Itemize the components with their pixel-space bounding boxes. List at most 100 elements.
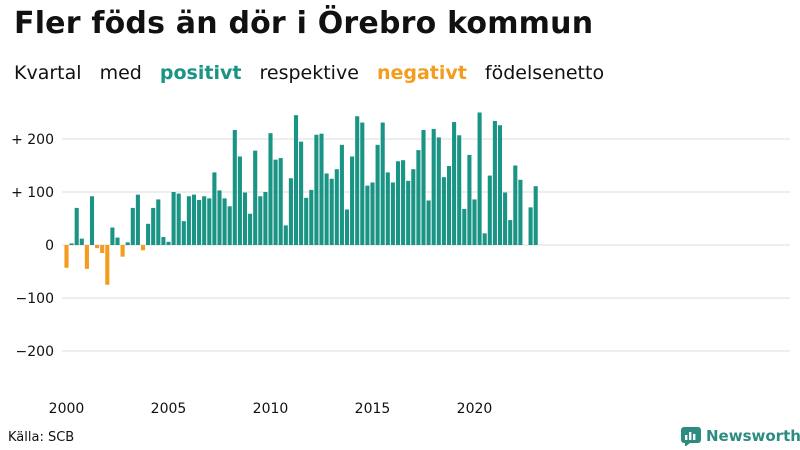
bar <box>79 238 84 245</box>
subtitle-word: med <box>99 62 142 84</box>
bar <box>197 199 202 245</box>
x-tick-label: 2015 <box>355 401 391 417</box>
bar <box>314 134 319 245</box>
bar <box>166 241 171 245</box>
bar <box>467 154 472 245</box>
bar <box>212 172 217 245</box>
bar <box>487 175 492 245</box>
x-tick-label: 2000 <box>49 401 85 417</box>
bar <box>263 192 268 245</box>
y-tick-label: −200 <box>16 344 54 360</box>
y-tick-label: + 100 <box>11 185 54 201</box>
bar <box>186 196 191 245</box>
bar <box>421 129 426 245</box>
bar <box>84 245 89 269</box>
bar <box>309 189 314 245</box>
bar <box>477 112 482 245</box>
bar <box>344 209 350 245</box>
subtitle-word: Kvartal <box>14 62 82 84</box>
bar <box>416 150 421 245</box>
bar <box>390 182 395 245</box>
legend-positive: positivt <box>159 62 242 84</box>
bar <box>135 194 140 245</box>
bar <box>237 156 242 245</box>
bar <box>360 122 365 245</box>
bar <box>528 207 533 245</box>
bar <box>482 233 487 245</box>
bar <box>171 192 176 245</box>
bar <box>64 245 69 268</box>
bar <box>446 166 452 245</box>
subtitle-word: födelsenetto <box>484 62 605 84</box>
source-note: Källa: SCB <box>8 430 75 445</box>
bar <box>207 198 212 245</box>
bar <box>503 192 508 245</box>
bar <box>370 182 375 245</box>
bar <box>472 199 477 245</box>
bar <box>105 245 110 285</box>
bar <box>288 178 293 245</box>
bar <box>273 159 278 245</box>
bar <box>293 115 299 246</box>
chart-title: Fler föds än dör i Örebro kommun <box>14 6 594 41</box>
bar <box>125 242 130 245</box>
bar <box>299 141 304 245</box>
bar <box>436 137 441 245</box>
y-tick-label: −100 <box>16 291 54 307</box>
bar <box>253 150 258 245</box>
bar <box>329 178 334 245</box>
bar <box>151 207 156 245</box>
bar <box>283 225 288 245</box>
bar <box>385 172 390 245</box>
subtitle-word: respektive <box>259 62 359 84</box>
brand-name: Newsworthy <box>706 427 800 445</box>
bars <box>64 112 538 285</box>
bar <box>457 135 462 245</box>
bar <box>222 198 227 245</box>
bar <box>411 169 416 245</box>
bar <box>462 208 467 245</box>
bar <box>441 177 446 245</box>
bar <box>395 161 401 245</box>
bar <box>375 144 380 245</box>
bar <box>232 129 237 245</box>
bar <box>248 213 253 245</box>
bar <box>452 122 457 245</box>
bar <box>365 185 370 245</box>
bar <box>69 243 74 245</box>
y-axis-labels: + 200 + 100 0 −100 −200 <box>11 132 54 360</box>
bar <box>508 220 513 245</box>
bar <box>401 160 406 245</box>
bar <box>110 227 115 245</box>
bar <box>380 122 385 245</box>
bar <box>324 173 329 245</box>
bar <box>242 192 248 245</box>
bar <box>355 116 360 246</box>
bar <box>268 133 273 245</box>
bar <box>431 128 436 245</box>
bar <box>130 207 135 245</box>
chart-subtitle: Kvartal med positivt respektive negativt… <box>14 62 616 84</box>
bar <box>406 180 411 245</box>
bar <box>202 196 207 245</box>
bar <box>176 193 181 245</box>
bar <box>146 223 151 245</box>
bar <box>217 190 222 245</box>
bar <box>497 125 503 245</box>
bar <box>95 245 100 249</box>
legend-negative: negativt <box>376 62 467 84</box>
bar <box>191 194 197 245</box>
bar <box>350 156 355 245</box>
bar <box>492 120 497 245</box>
bar <box>115 237 120 245</box>
bar <box>513 165 518 245</box>
x-axis-labels: 2000 2005 2010 2015 2020 <box>49 401 493 417</box>
x-tick-label: 2020 <box>457 401 493 417</box>
bar <box>258 196 263 245</box>
bar <box>74 207 79 245</box>
x-tick-label: 2010 <box>253 401 289 417</box>
bar <box>334 169 339 245</box>
bar <box>100 245 105 253</box>
bar <box>140 245 146 251</box>
